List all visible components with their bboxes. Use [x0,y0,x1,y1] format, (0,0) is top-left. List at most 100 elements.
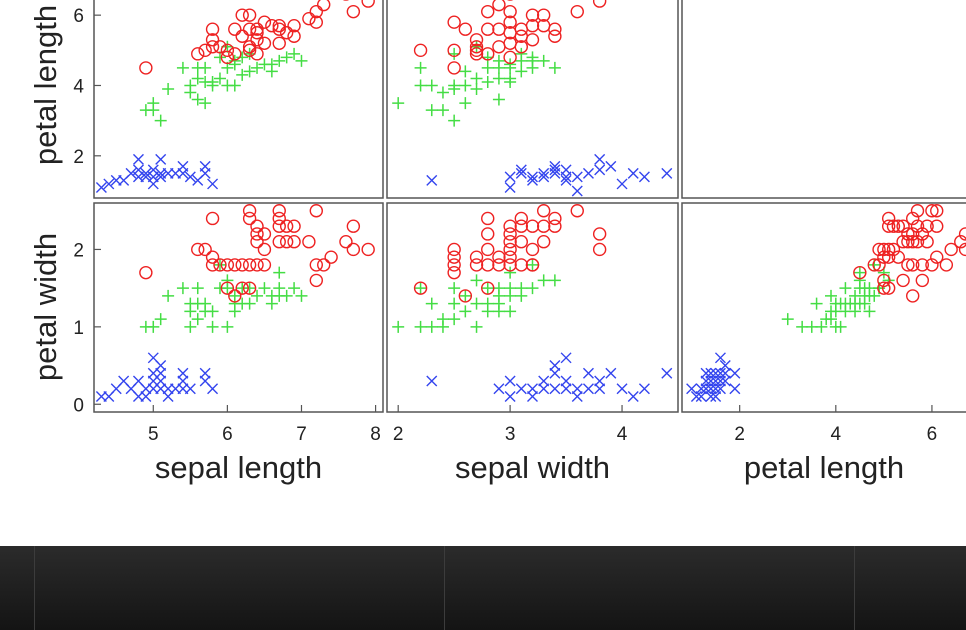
data-point-virginica [272,211,286,226]
data-point-setosa [515,383,527,395]
data-point-virginica [250,219,264,233]
data-point-setosa [527,383,538,395]
data-point-virginica [469,40,484,54]
data-point-virginica [139,61,153,75]
data-point-virginica [910,204,925,218]
data-point-versicolor [470,72,483,85]
data-point-virginica [279,26,294,40]
data-point-virginica [525,258,540,272]
data-point-versicolor [147,104,160,117]
data-point-setosa [177,367,189,379]
data-point-virginica [228,47,242,61]
data-point-virginica [272,235,286,249]
data-point-versicolor [243,65,256,78]
data-point-virginica [925,204,939,218]
data-point-virginica [191,47,205,61]
x-axis-title: petal length [744,450,904,485]
data-point-virginica [503,250,517,264]
data-point-virginica [570,204,584,218]
data-point-virginica [930,204,944,218]
scatter-matrix-figure: 5 6 7 8 2 3 4 2 4 6 2 4 6 0 1 2 sepal length sepal width p… [28,0,966,485]
data-point-setosa [594,164,606,176]
data-point-versicolor [392,320,405,333]
data-point-virginica [257,15,272,29]
data-point-virginica [228,289,242,303]
data-point-versicolor [459,305,472,318]
toolbar-segment [0,546,35,630]
data-point-virginica [361,242,375,257]
data-point-versicolor [206,79,219,92]
data-point-setosa [140,167,152,179]
data-point-setosa [549,367,561,379]
data-point-virginica [939,258,954,272]
data-point-virginica [317,0,331,12]
data-point-versicolor [184,320,197,333]
data-point-versicolor [213,72,226,85]
data-point-virginica [920,235,934,249]
data-point-versicolor [243,282,256,295]
data-point-versicolor [470,83,483,95]
data-point-versicolor [481,75,494,88]
x-tick-label: 8 [370,424,381,445]
data-point-virginica [930,219,944,233]
data-point-virginica [514,219,529,233]
panel-petal-width-vs-sepal-length [95,204,375,403]
x-tick-label: 5 [148,424,159,445]
data-point-versicolor [492,93,505,106]
data-point-virginica [198,242,212,257]
data-point-virginica [220,281,235,295]
data-point-virginica [592,242,607,257]
x-axis-title: sepal width [455,450,610,485]
data-point-virginica [570,4,584,19]
data-point-virginica [272,36,286,50]
data-point-virginica [514,235,529,249]
data-point-setosa [582,367,594,379]
data-point-setosa [705,391,717,403]
data-point-setosa [690,391,702,403]
data-point-virginica [886,219,901,233]
data-point-setosa [582,383,594,395]
data-point-virginica [881,211,896,226]
data-point-virginica [853,265,867,280]
x-axis-title: sepal length [155,450,322,485]
data-point-versicolor [251,289,264,302]
data-point-versicolor [288,47,301,60]
data-point-virginica [346,4,361,19]
data-point-versicolor [191,72,204,85]
data-point-virginica [867,258,881,272]
data-point-setosa [616,383,628,395]
data-point-versicolor [162,83,175,95]
data-point-setosa [515,164,527,176]
data-point-virginica [525,242,540,257]
data-point-versicolor [162,289,175,302]
data-point-virginica [235,29,249,43]
data-point-setosa [162,383,174,395]
data-point-versicolor [199,297,212,310]
data-point-virginica [469,250,484,264]
data-point-virginica [250,47,264,61]
data-point-virginica [257,258,272,272]
data-point-virginica [481,242,495,257]
data-point-setosa [638,383,650,395]
panel-petal-length-vs-sepal-length [95,0,375,193]
data-point-setosa [515,167,527,179]
data-point-virginica [309,273,324,288]
data-point-setosa [549,164,561,176]
data-point-virginica [346,219,361,233]
data-point-versicolor [147,320,160,333]
data-point-virginica [272,22,286,36]
data-point-virginica [891,219,905,233]
data-point-virginica [228,22,242,36]
data-point-virginica [901,258,915,272]
data-point-setosa [426,375,438,387]
x-tick-label: 2 [734,424,745,445]
data-point-versicolor [236,51,249,64]
data-point-setosa [560,352,572,364]
data-point-virginica [447,265,461,280]
data-point-virginica [481,4,495,19]
data-point-virginica [906,289,920,303]
x-tick-label: 3 [505,424,516,445]
data-point-virginica [901,235,915,249]
data-point-setosa [638,171,650,183]
